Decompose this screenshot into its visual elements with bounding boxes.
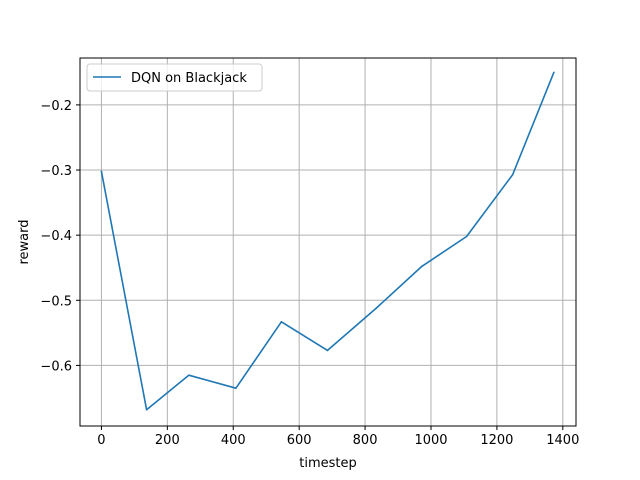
x-tick-label: 1000	[414, 433, 447, 448]
y-tick-label: −0.5	[40, 294, 72, 309]
x-tick-label: 0	[97, 433, 105, 448]
x-tick-label: 1400	[546, 433, 579, 448]
y-axis-label: reward	[17, 219, 32, 264]
grid	[80, 58, 576, 426]
x-tick-label: 400	[221, 433, 246, 448]
data-point	[187, 374, 190, 376]
y-tick-label: −0.2	[40, 99, 72, 114]
data-point	[553, 71, 555, 74]
x-tick-label: 600	[287, 433, 312, 448]
data-point	[511, 173, 514, 176]
x-tick-label: 800	[353, 433, 378, 448]
legend: DQN on Blackjack	[86, 63, 263, 92]
legend-label: DQN on Blackjack	[131, 71, 247, 86]
data-point	[326, 349, 329, 352]
y-tick-label: −0.3	[40, 164, 72, 179]
data-point	[235, 387, 237, 390]
y-axis-ticks: −0.6 −0.5 −0.4 −0.3 −0.2	[40, 99, 80, 374]
data-point	[280, 320, 283, 323]
x-tick-label: 1200	[480, 433, 513, 448]
series-layer	[100, 71, 555, 411]
data-point	[375, 307, 378, 309]
legend-box	[86, 63, 263, 92]
x-axis-label: timestep	[299, 456, 357, 471]
data-point	[145, 408, 148, 411]
data-point	[420, 265, 423, 268]
plot-frame	[79, 57, 577, 427]
x-tick-label: 200	[155, 433, 180, 448]
y-tick-label: −0.4	[40, 229, 72, 244]
data-point	[465, 235, 468, 238]
x-axis-ticks: 0 200 400 600 800 1000 1200 1400	[97, 426, 579, 448]
data-point	[100, 170, 103, 173]
y-tick-label: −0.6	[40, 359, 72, 374]
